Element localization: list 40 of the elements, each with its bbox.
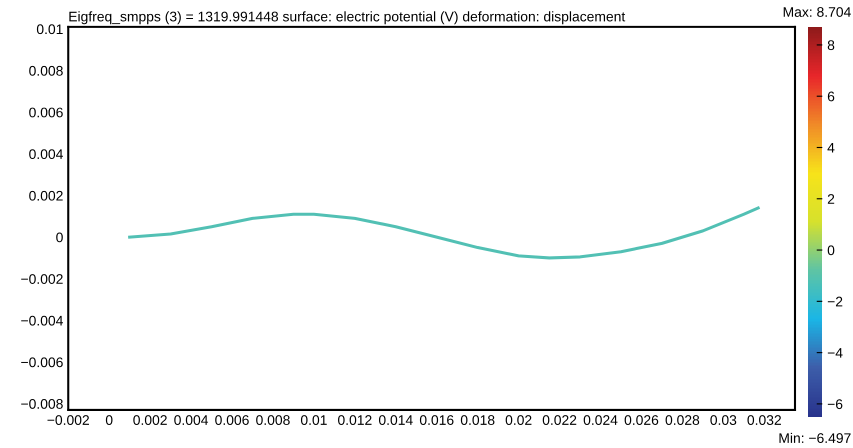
- x-tick-label: 0.02: [506, 415, 532, 425]
- line-series: [128, 206, 760, 260]
- y-tick-label: 0: [56, 232, 63, 242]
- y-tick-label: 0.01: [36, 24, 63, 34]
- x-tick-label: 0: [106, 415, 113, 425]
- y-tick-label: −0.008: [21, 399, 63, 409]
- x-tick-label: 0.016: [420, 415, 454, 425]
- x-tick-label: 0.022: [542, 415, 576, 425]
- y-tick-label: 0.006: [29, 108, 63, 118]
- color-bar-label: 4: [827, 142, 834, 153]
- y-tick-label: 0.002: [29, 190, 63, 201]
- y-tick-label: 0.004: [29, 149, 63, 160]
- color-bar-label: 8: [828, 40, 834, 50]
- color-bar-label: −4: [828, 348, 843, 358]
- x-tick-label: 0.002: [133, 415, 167, 425]
- x-tick-label: 0.004: [174, 415, 208, 425]
- text: Max: 8.704: [784, 7, 851, 17]
- x-tick-label: 0.012: [338, 415, 372, 425]
- y-tick-label: −0.004: [21, 316, 63, 326]
- color-bar-label: 0: [828, 245, 834, 256]
- x-tick-label: 0.018: [460, 415, 494, 425]
- x-tick-label: −0.002: [47, 415, 89, 425]
- text: Min: −6.497: [779, 432, 851, 444]
- y-tick-label: 0.008: [29, 66, 63, 76]
- y-tick-label: −0.002: [21, 274, 63, 284]
- x-tick-label: 0.024: [584, 415, 618, 425]
- x-tick-label: 0.014: [378, 415, 413, 425]
- color-bar-label: −2: [828, 296, 842, 306]
- x-tick-label: 0.03: [710, 415, 736, 425]
- color-bar-label: 2: [828, 194, 834, 204]
- color-bar-label: 6: [828, 92, 834, 102]
- chart-title: Eigfreq_smpps (3) = 1319.991448 surface: electric potential (V) deformation: displacement: [69, 11, 626, 24]
- x-tick-label: 0.008: [256, 415, 290, 425]
- x-tick-label: 0.026: [624, 415, 658, 425]
- y-tick-label: −0.006: [21, 357, 63, 368]
- x-tick-label: 0.006: [215, 415, 249, 425]
- x-tick-label: 0.028: [666, 415, 700, 425]
- x-tick-label: 0.01: [300, 415, 327, 425]
- x-tick-label: 0.032: [747, 415, 781, 425]
- color-bar-label: −6: [828, 399, 842, 410]
